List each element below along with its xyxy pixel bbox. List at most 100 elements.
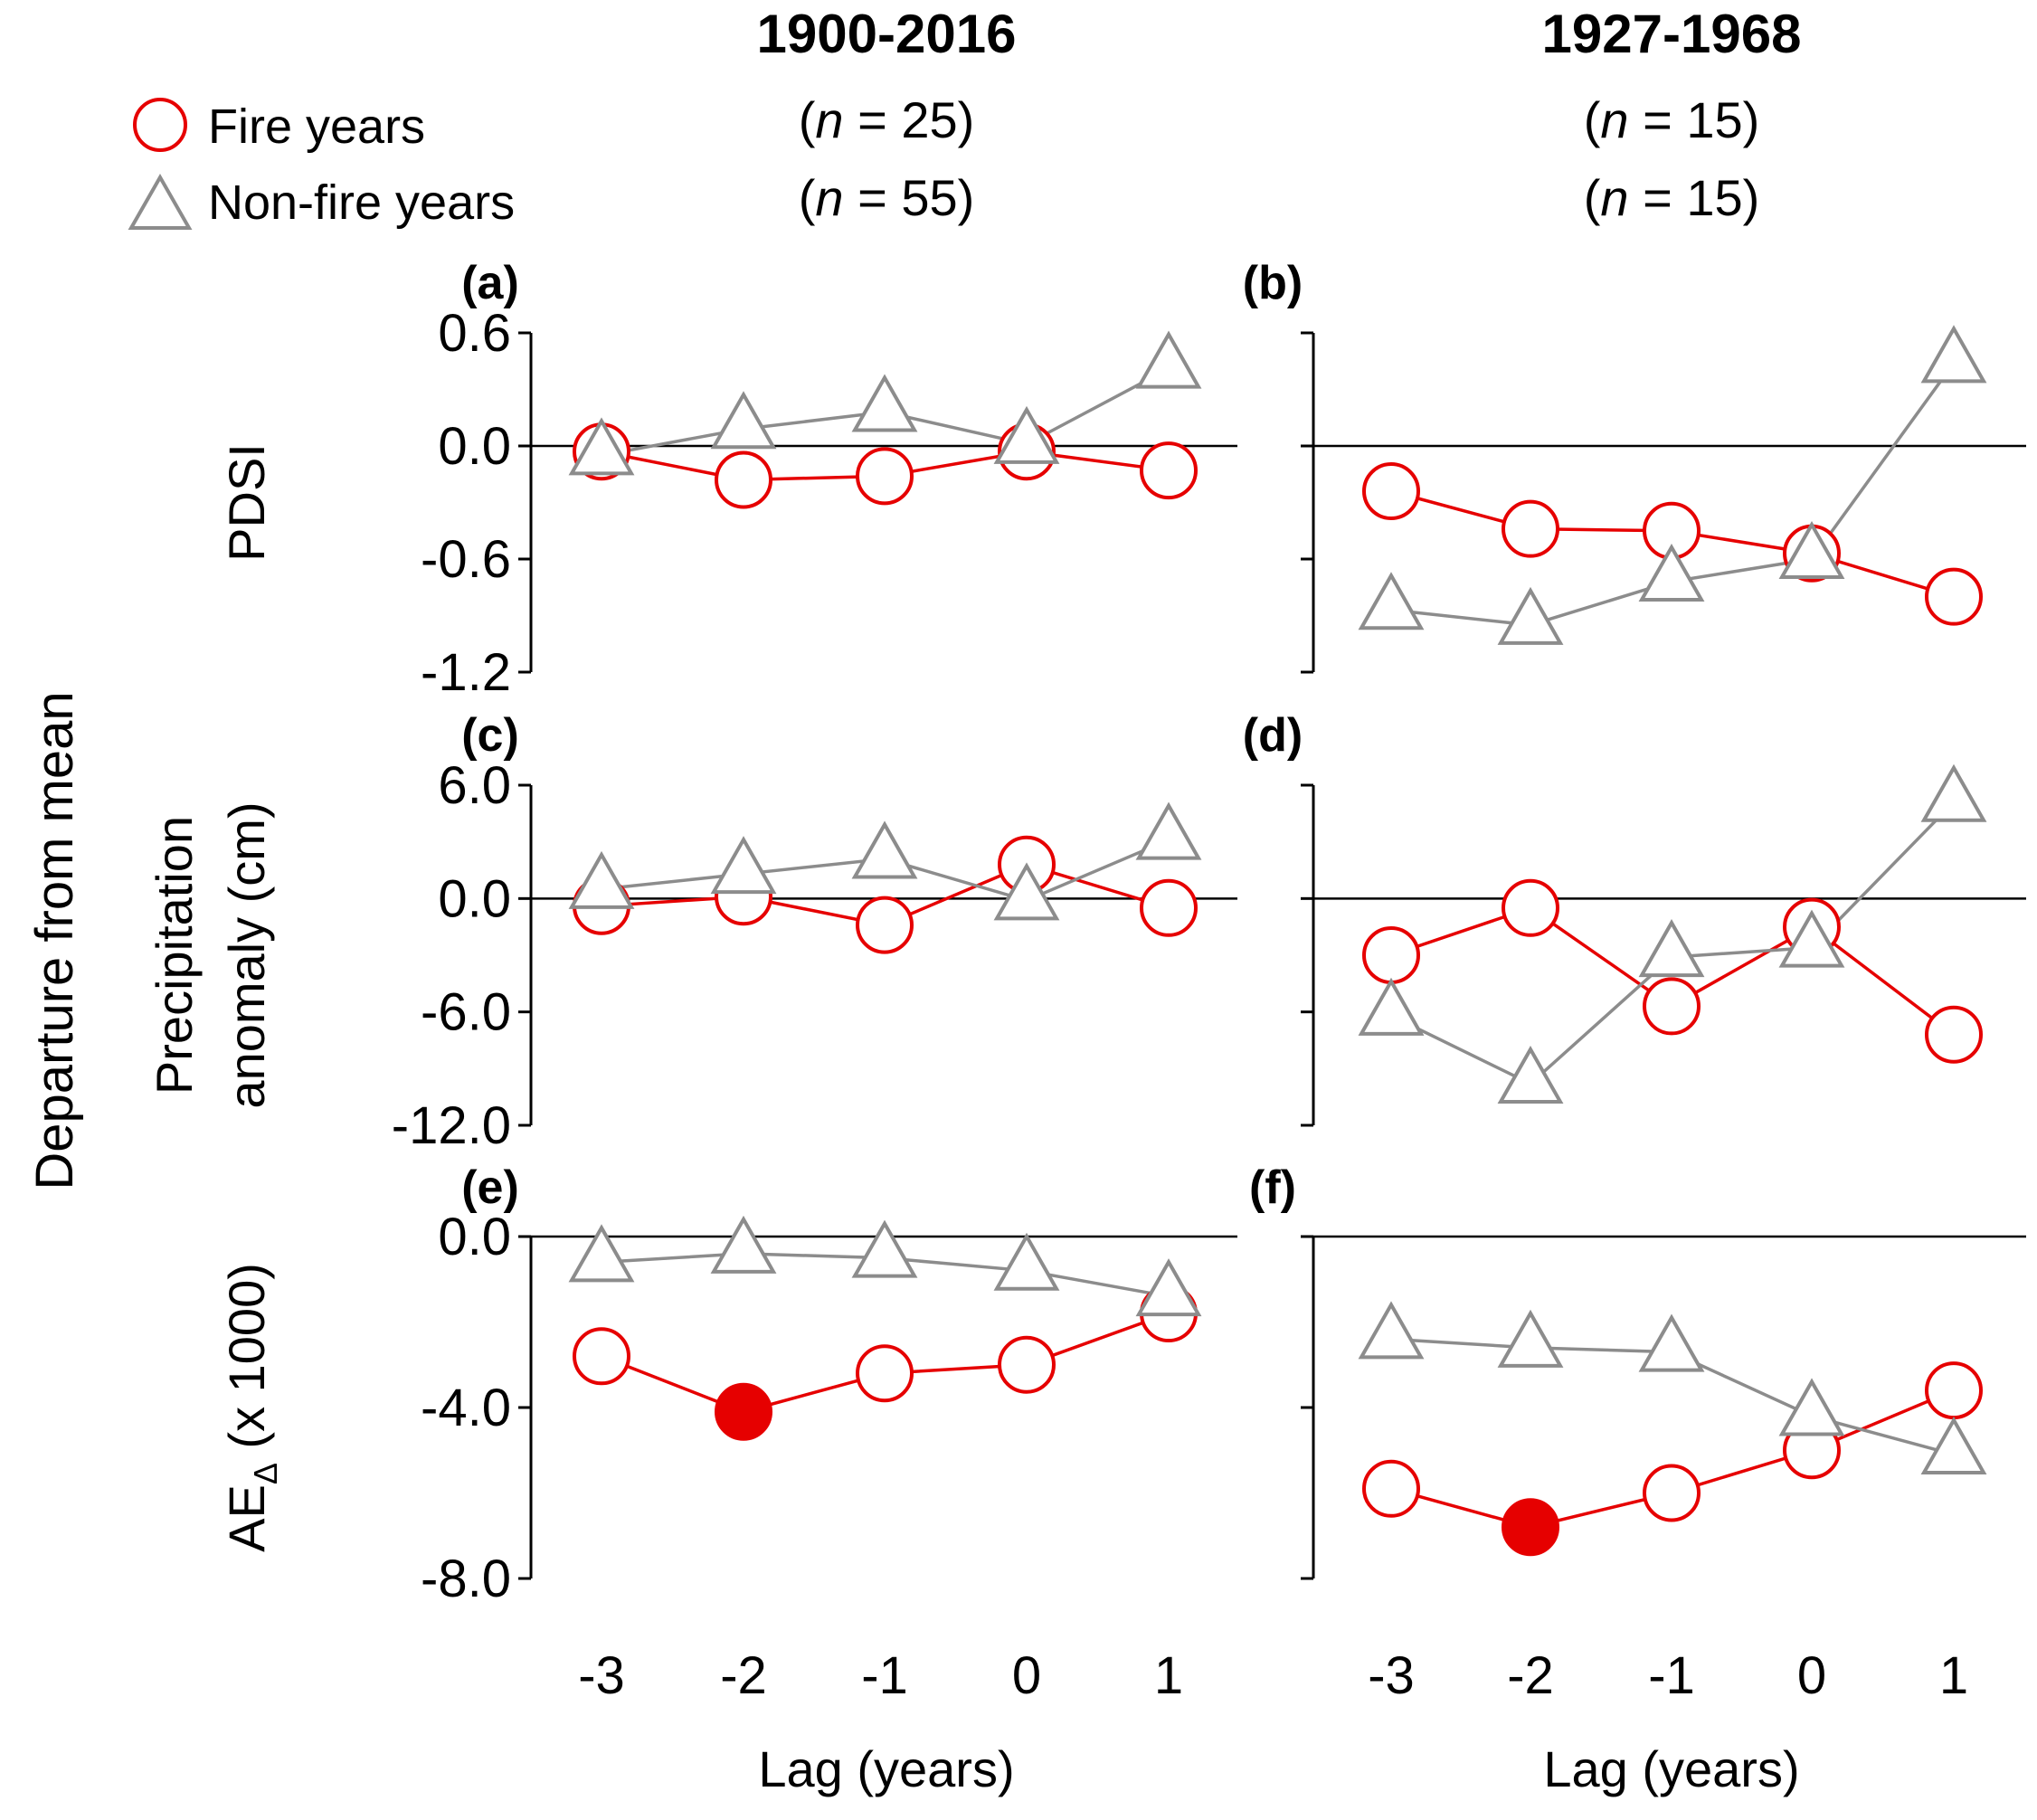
panel-label: (a) [461,257,519,309]
fire-point [715,1382,772,1441]
fire-point [1925,567,1983,626]
y-tick-label: 0.0 [438,1208,511,1266]
panel-c: (c)6.0 0.0 -6.0 -12.0 [392,709,1237,1155]
fire-point [1362,926,1420,984]
fire-point [1140,441,1198,500]
x-tick-label: 1 [1939,1646,1968,1705]
fire-point [998,1335,1056,1394]
nonfire-point [1778,909,1845,968]
fire-point [1362,1459,1420,1518]
nonfire-point [1778,1378,1845,1436]
nonfire-point [1358,1301,1425,1360]
panel-label: (f) [1249,1161,1296,1214]
y-axis-label-line-1: Precipitation [146,816,203,1095]
legend-nonfire-label: Non-fire years [208,175,515,230]
fire-point [856,1344,914,1403]
nonfire-point [851,374,918,432]
panel-e: (e)0.0 -4.0 -8.0 [421,1161,1237,1608]
y-tick-label: -0.6 [421,530,511,589]
nonfire-point [851,820,918,879]
panel-f: (f) [1249,1161,2026,1580]
y-tick-label: -1.2 [421,643,511,702]
panel-d: (d) [1243,709,2026,1127]
nonfire-point [993,1232,1060,1291]
n-fire-col1: (n = 25) [799,91,975,148]
y-tick-label: -6.0 [421,983,511,1042]
n-fire-col2-value: 15 [1686,91,1742,148]
nonfire-point [1638,1313,1705,1372]
fire-point [1643,977,1701,1036]
x-tick-label: 0 [1797,1646,1826,1705]
y-axis-label: PDSI [218,443,275,562]
x-tick-label: 1 [1154,1646,1183,1705]
x-tick-label: 0 [1012,1646,1041,1705]
nonfire-point [568,1224,635,1283]
fire-point [1925,1361,1983,1420]
n-nonfire-col2-value: 15 [1686,169,1742,226]
y-axis-label-line-2: anomaly (cm) [218,801,275,1108]
fire-point [573,1327,630,1386]
legend: Fire years Non-fire years [128,98,515,230]
y-tick-label: 6.0 [438,756,511,815]
y-tick-label: 0.6 [438,304,511,363]
nonfire-point [1920,1416,1987,1474]
y-tick-label: -8.0 [421,1550,511,1608]
panel-label: (d) [1243,709,1303,762]
nonfire-point [1135,330,1202,389]
panel-a: (a)0.6 0.0 -0.6 -1.2 [421,257,1237,702]
panel-label: (b) [1243,257,1303,309]
nonfire-point [993,862,1060,921]
x-axis-label-col1: Lag (years) [758,1740,1014,1797]
fire-point [1140,878,1198,937]
n-nonfire-col2: (n = 15) [1584,169,1760,226]
fire-point [1643,1464,1701,1522]
y-tick-label: 0.0 [438,869,511,928]
nonfire-point [993,405,1060,464]
x-tick-label: -1 [861,1646,908,1705]
n-fire-col2: (n = 15) [1584,91,1760,148]
nonfire-point [1778,520,1845,579]
fire-point [856,447,914,506]
legend-fire-label: Fire years [208,100,425,154]
x-axis-label-col2: Lag (years) [1543,1740,1799,1797]
panels: PDSI Precipitation anomaly (cm) AEΔ (x 1000… [146,257,2026,1705]
y-label-subscript: Δ [247,1463,284,1484]
y-axis-label-row-3: AEΔ (x 1000) [218,1263,284,1552]
nonfire-point [710,391,777,450]
x-tick-label: -2 [1507,1646,1554,1705]
fire-point [1925,1005,1983,1064]
y-label-part: AE [218,1484,275,1552]
outer-y-axis-label: Departure from mean [25,691,84,1190]
x-tick-label: -1 [1648,1646,1695,1705]
nonfire-point [1638,543,1705,602]
y-tick-label: -4.0 [421,1379,511,1437]
legend-nonfire-marker [128,173,193,230]
legend-fire-marker [133,98,187,152]
nonfire-point [1497,586,1564,645]
fire-point [856,896,914,954]
nonfire-point [1135,1258,1202,1317]
panel-b: (b) [1243,257,2026,674]
nonfire-point [1497,1309,1564,1368]
panel-label: (e) [461,1161,519,1214]
nonfire-point [710,1215,777,1274]
nonfire-point [568,417,635,476]
nonfire-point [851,1219,918,1278]
nonfire-point [1135,801,1202,860]
nonfire-point [1638,919,1705,978]
nonfire-point [1358,977,1425,1036]
y-axis-label-row-1: PDSI [218,443,275,562]
nonfire-point [1920,325,1987,384]
fire-point [1502,878,1559,937]
n-fire-col1-value: 25 [901,91,957,148]
nonfire-point [568,850,635,909]
nonfire-point [710,836,777,895]
x-tick-label: -2 [720,1646,767,1705]
nonfire-point [1358,572,1425,630]
panel-label: (c) [461,709,519,762]
fire-point [715,450,772,509]
y-axis-label-row-2: Precipitation anomaly (cm) [146,801,275,1108]
fire-point [1502,1498,1559,1557]
column-title-2: 1927-1968 [1542,4,1802,64]
